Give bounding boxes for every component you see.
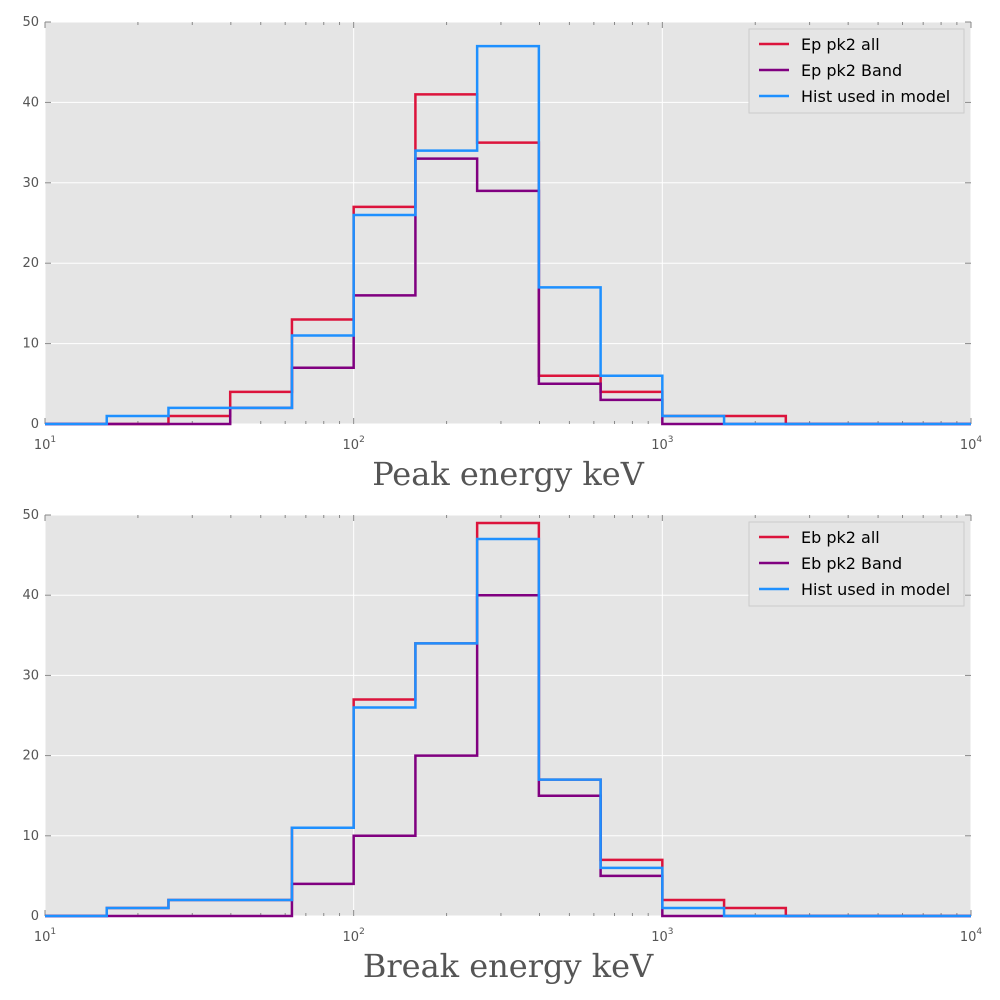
x-tick-exponent: 2 xyxy=(359,435,365,445)
x-axis-label: Break energy keV xyxy=(363,947,654,985)
x-tick-exponent: 4 xyxy=(976,927,982,937)
x-tick-label: 103 xyxy=(651,435,673,453)
legend-label-1: Ep pk2 all xyxy=(801,35,880,54)
y-tick-label: 20 xyxy=(22,256,39,271)
legend-label-2: Eb pk2 Band xyxy=(801,554,902,573)
y-tick-label: 0 xyxy=(31,417,39,432)
x-tick-base: 10 xyxy=(960,930,977,945)
legend-label-3: Hist used in model xyxy=(801,87,950,106)
x-tick-label: 104 xyxy=(960,435,983,453)
legend: Ep pk2 all Ep pk2 Band Hist used in model xyxy=(748,28,965,114)
x-tick-base: 10 xyxy=(343,930,360,945)
series-line-3 xyxy=(45,44,971,426)
x-tick-label: 102 xyxy=(343,435,365,453)
x-tick-base: 10 xyxy=(343,438,360,453)
y-tick-label: 0 xyxy=(31,909,39,924)
x-tick-label: 104 xyxy=(960,927,983,945)
x-tick-label: 103 xyxy=(651,927,673,945)
y-tick-label: 40 xyxy=(22,95,39,110)
y-tick-label: 40 xyxy=(22,588,39,603)
x-tick-base: 10 xyxy=(651,438,668,453)
y-tick-label: 30 xyxy=(22,668,39,683)
legend: Eb pk2 all Eb pk2 Band Hist used in model xyxy=(748,521,965,607)
x-tick-base: 10 xyxy=(34,438,51,453)
y-tick-label: 30 xyxy=(22,176,39,191)
x-tick-label: 101 xyxy=(34,435,56,453)
legend-label-1: Eb pk2 all xyxy=(801,528,880,547)
x-tick-base: 10 xyxy=(960,438,977,453)
x-tick-exponent: 2 xyxy=(359,927,365,937)
series-line-3 xyxy=(45,537,971,918)
x-tick-exponent: 3 xyxy=(668,435,674,445)
x-tick-label: 101 xyxy=(34,927,56,945)
legend-label-3: Hist used in model xyxy=(801,580,950,599)
x-tick-exponent: 4 xyxy=(976,435,982,445)
x-tick-base: 10 xyxy=(651,930,668,945)
x-tick-exponent: 1 xyxy=(50,927,56,937)
y-tick-label: 50 xyxy=(22,508,39,523)
x-tick-exponent: 1 xyxy=(50,435,56,445)
x-tick-base: 10 xyxy=(34,930,51,945)
x-axis-label: Peak energy keV xyxy=(372,455,645,493)
y-tick-label: 50 xyxy=(22,15,39,30)
legend-label-2: Ep pk2 Band xyxy=(801,61,902,80)
y-tick-label: 10 xyxy=(22,337,39,352)
y-tick-label: 20 xyxy=(22,749,39,764)
x-tick-exponent: 3 xyxy=(668,927,674,937)
x-tick-label: 102 xyxy=(343,927,365,945)
y-tick-label: 10 xyxy=(22,829,39,844)
